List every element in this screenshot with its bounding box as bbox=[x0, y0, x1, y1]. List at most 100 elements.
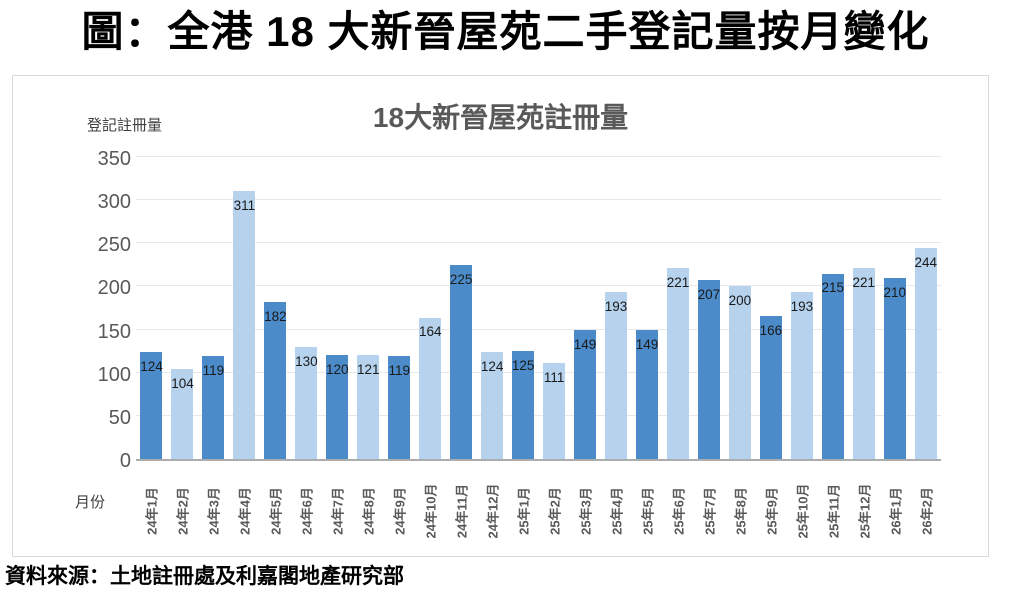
bar-value-label: 210 bbox=[883, 284, 906, 300]
bar bbox=[821, 273, 844, 459]
bar bbox=[635, 330, 658, 459]
gridline bbox=[136, 199, 941, 201]
x-tick: 24年11月 bbox=[446, 471, 477, 551]
x-tick-label: 24年12月 bbox=[485, 483, 501, 539]
x-axis-title: 月份 bbox=[75, 494, 106, 511]
bar-value-label: 149 bbox=[635, 337, 659, 353]
x-tick-label: 24年9月 bbox=[392, 487, 408, 535]
bar-value-label: 200 bbox=[728, 293, 752, 309]
bar-slot: 111 bbox=[539, 159, 570, 459]
y-tick-label: 50 bbox=[108, 406, 131, 429]
page-title: 圖：全港 18 大新晉屋苑二手登記量按月變化 bbox=[81, 8, 930, 55]
bar bbox=[388, 356, 411, 459]
bar bbox=[171, 369, 194, 459]
x-tick: 24年10月 bbox=[415, 471, 446, 551]
bar-slot: 221 bbox=[848, 159, 879, 459]
bar bbox=[790, 292, 813, 459]
bar-value-label: 193 bbox=[790, 299, 814, 315]
bar-value-label: 207 bbox=[697, 287, 721, 303]
bar-slot: 124 bbox=[477, 159, 508, 459]
bar bbox=[728, 286, 751, 459]
bar-slot: 119 bbox=[198, 159, 229, 459]
x-tick: 24年9月 bbox=[384, 471, 415, 551]
bar bbox=[419, 317, 442, 459]
bar-slot: 121 bbox=[353, 159, 384, 459]
gridline bbox=[136, 156, 941, 157]
bar-slot: 210 bbox=[879, 159, 910, 459]
bar-value-label: 111 bbox=[543, 370, 565, 386]
bar-value-label: 104 bbox=[171, 376, 194, 392]
gridline bbox=[136, 328, 941, 330]
bar-value-label: 119 bbox=[202, 363, 225, 379]
x-tick-label: 25年8月 bbox=[733, 487, 749, 535]
bar-value-label: 193 bbox=[604, 299, 628, 315]
bar-value-label: 124 bbox=[140, 359, 163, 374]
gridline bbox=[136, 414, 941, 416]
source-note: 資料來源：土地註冊處及利嘉閣地產研究部 bbox=[5, 564, 404, 588]
bar-slot: 166 bbox=[755, 159, 786, 459]
bar bbox=[512, 351, 535, 459]
bar-slot: 130 bbox=[291, 159, 322, 459]
bar-value-label: 166 bbox=[759, 322, 783, 338]
bar bbox=[140, 352, 163, 459]
bar-slot: 104 bbox=[167, 159, 198, 459]
bar-value-label: 225 bbox=[449, 271, 473, 287]
x-tick: 24年8月 bbox=[353, 471, 384, 551]
x-tick-label: 25年12月 bbox=[857, 483, 873, 539]
bar-slot: 193 bbox=[601, 159, 632, 459]
bar bbox=[326, 355, 349, 459]
bar-slot: 215 bbox=[817, 159, 848, 459]
bar bbox=[202, 356, 225, 459]
x-tick-label: 25年9月 bbox=[764, 487, 780, 535]
gridline bbox=[136, 242, 941, 244]
bar-value-label: 221 bbox=[666, 275, 690, 291]
x-tick: 25年7月 bbox=[693, 471, 724, 551]
x-tick-label: 25年7月 bbox=[702, 487, 718, 535]
bar-value-label: 120 bbox=[326, 362, 349, 378]
bar bbox=[574, 330, 597, 459]
bar-slot: 124 bbox=[136, 159, 167, 459]
x-tick-label: 24年7月 bbox=[330, 487, 346, 535]
bar bbox=[605, 292, 628, 459]
gridline bbox=[136, 285, 941, 287]
y-axis-title: 登記註冊量 bbox=[87, 117, 163, 134]
x-tick: 25年8月 bbox=[724, 471, 755, 551]
x-tick-label: 25年5月 bbox=[640, 487, 656, 535]
x-tick: 25年12月 bbox=[848, 471, 879, 551]
bar bbox=[883, 277, 906, 459]
x-tick-label: 25年1月 bbox=[516, 487, 532, 535]
x-tick: 24年5月 bbox=[260, 471, 291, 551]
x-tick: 24年2月 bbox=[167, 471, 198, 551]
bar bbox=[481, 352, 504, 459]
x-tick-label: 25年4月 bbox=[609, 487, 625, 535]
x-tick-label: 25年10月 bbox=[795, 483, 811, 539]
y-tick-label: 350 bbox=[97, 148, 131, 170]
bar-value-label: 164 bbox=[418, 324, 442, 340]
bar bbox=[543, 363, 566, 459]
x-tick: 25年3月 bbox=[570, 471, 601, 551]
x-tick: 26年1月 bbox=[879, 471, 910, 551]
x-tick-label: 24年2月 bbox=[175, 487, 191, 535]
x-tick: 24年1月 bbox=[136, 471, 167, 551]
bar-value-label: 124 bbox=[480, 359, 504, 374]
x-tick-label: 24年8月 bbox=[361, 487, 377, 535]
bar-slot: 164 bbox=[415, 159, 446, 459]
x-tick-label: 24年5月 bbox=[268, 487, 284, 535]
chart-title: 18大新晉屋苑註冊量 bbox=[372, 102, 629, 133]
x-tick: 24年3月 bbox=[198, 471, 229, 551]
bar-slot: 149 bbox=[632, 159, 663, 459]
plot-area: 124 104 119 311 182 130 120 121 119 164 225 124 125 1… bbox=[136, 156, 941, 461]
x-tick: 25年6月 bbox=[662, 471, 693, 551]
x-tick-label: 25年2月 bbox=[547, 487, 563, 535]
chart-panel: 登記註冊量 18大新晉屋苑註冊量 0 50 100 150 200 250 300 350 1… bbox=[12, 75, 989, 557]
x-tick: 24年12月 bbox=[477, 471, 508, 551]
bar-slot: 149 bbox=[570, 159, 601, 459]
x-tick-label: 25年11月 bbox=[826, 483, 842, 539]
y-tick-label: 0 bbox=[119, 450, 131, 472]
bar-slot: 200 bbox=[724, 159, 755, 459]
bar-slot: 225 bbox=[446, 159, 477, 459]
x-tick-label: 24年6月 bbox=[299, 487, 315, 535]
bar-slot: 120 bbox=[322, 159, 353, 459]
x-tick: 25年4月 bbox=[601, 471, 632, 551]
y-tick-label: 250 bbox=[97, 234, 131, 257]
